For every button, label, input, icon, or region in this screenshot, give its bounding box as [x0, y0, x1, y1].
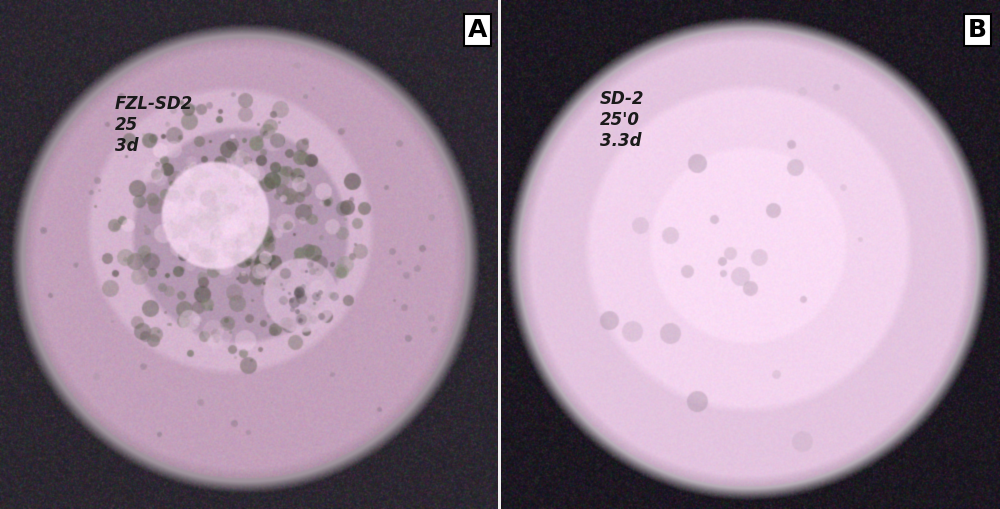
Text: FZL-SD2
25
3d: FZL-SD2 25 3d: [115, 95, 193, 155]
Text: B: B: [968, 18, 987, 42]
Text: A: A: [468, 18, 487, 42]
Text: SD-2
25'0
3.3d: SD-2 25'0 3.3d: [600, 90, 644, 150]
